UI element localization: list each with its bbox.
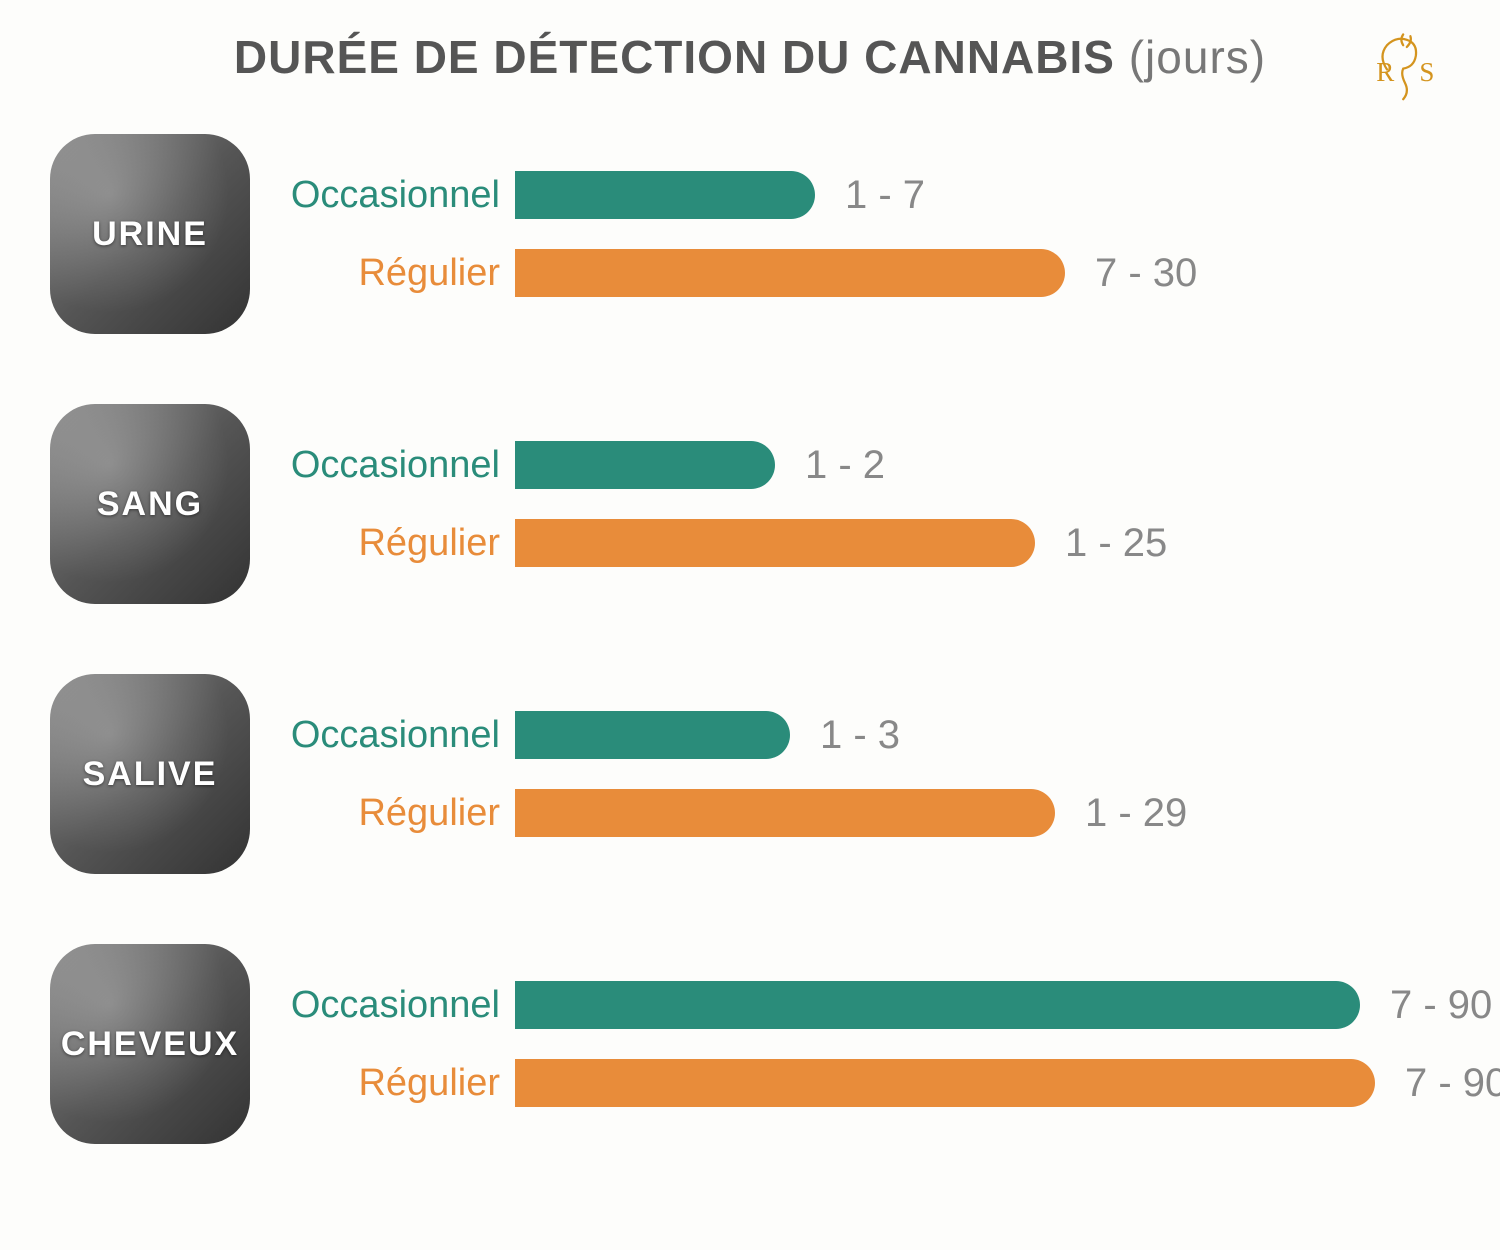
- bar-track: 1 - 2: [515, 441, 1450, 489]
- test-icon-sang: SANG: [50, 404, 250, 604]
- bar-value-regular: 7 - 90: [1405, 1061, 1500, 1106]
- bar-row-regular: Régulier 1 - 29: [275, 789, 1450, 837]
- bars-section: Occasionnel 7 - 90 Régulier 7 - 90: [275, 981, 1500, 1107]
- test-icon-salive: SALIVE: [50, 674, 250, 874]
- bar-value-regular: 1 - 29: [1085, 791, 1187, 836]
- chart-area: URINE Occasionnel 1 - 7 Régulier 7 - 30 …: [50, 134, 1450, 1144]
- bar-label-occasional: Occasionnel: [275, 714, 515, 757]
- bar-track: 1 - 7: [515, 171, 1450, 219]
- title-bold: DURÉE DE DÉTECTION DU CANNABIS: [234, 31, 1115, 83]
- bar-row-occasional: Occasionnel 1 - 2: [275, 441, 1450, 489]
- bar-value-occasional: 1 - 3: [820, 713, 900, 758]
- bar-regular: [515, 1059, 1375, 1107]
- chart-header: DURÉE DE DÉTECTION DU CANNABIS (jours) R…: [50, 30, 1450, 84]
- test-icon-label: CHEVEUX: [61, 1025, 239, 1064]
- bar-label-regular: Régulier: [275, 522, 515, 565]
- bar-row-occasional: Occasionnel 1 - 7: [275, 171, 1450, 219]
- bar-row-regular: Régulier 7 - 90: [275, 1059, 1500, 1107]
- test-icon-label: SALIVE: [83, 755, 218, 794]
- bar-track: 1 - 25: [515, 519, 1450, 567]
- bars-section: Occasionnel 1 - 7 Régulier 7 - 30: [275, 171, 1450, 297]
- test-icon-cheveux: CHEVEUX: [50, 944, 250, 1144]
- test-icon-label: URINE: [92, 215, 208, 254]
- bar-value-occasional: 1 - 2: [805, 443, 885, 488]
- bar-label-occasional: Occasionnel: [275, 174, 515, 217]
- svg-text:R: R: [1376, 57, 1394, 87]
- bar-row-regular: Régulier 1 - 25: [275, 519, 1450, 567]
- bar-value-regular: 7 - 30: [1095, 251, 1197, 296]
- bar-occasional: [515, 981, 1360, 1029]
- bar-occasional: [515, 441, 775, 489]
- brand-logo: R S: [1360, 20, 1450, 110]
- svg-text:S: S: [1419, 57, 1433, 87]
- bar-track: 7 - 90: [515, 981, 1500, 1029]
- bar-row-occasional: Occasionnel 7 - 90: [275, 981, 1500, 1029]
- test-row-salive: SALIVE Occasionnel 1 - 3 Régulier 1 - 29: [50, 674, 1450, 874]
- bar-regular: [515, 519, 1035, 567]
- test-icon-urine: URINE: [50, 134, 250, 334]
- bar-label-regular: Régulier: [275, 252, 515, 295]
- test-row-sang: SANG Occasionnel 1 - 2 Régulier 1 - 25: [50, 404, 1450, 604]
- bar-track: 7 - 30: [515, 249, 1450, 297]
- bar-regular: [515, 789, 1055, 837]
- bar-track: 1 - 29: [515, 789, 1450, 837]
- test-row-cheveux: CHEVEUX Occasionnel 7 - 90 Régulier 7 - …: [50, 944, 1450, 1144]
- bar-value-regular: 1 - 25: [1065, 521, 1167, 566]
- bar-track: 1 - 3: [515, 711, 1450, 759]
- chart-title: DURÉE DE DÉTECTION DU CANNABIS (jours): [234, 30, 1266, 84]
- bar-label-occasional: Occasionnel: [275, 444, 515, 487]
- bar-label-occasional: Occasionnel: [275, 984, 515, 1027]
- bar-regular: [515, 249, 1065, 297]
- bar-row-occasional: Occasionnel 1 - 3: [275, 711, 1450, 759]
- bar-value-occasional: 1 - 7: [845, 173, 925, 218]
- bars-section: Occasionnel 1 - 2 Régulier 1 - 25: [275, 441, 1450, 567]
- bar-row-regular: Régulier 7 - 30: [275, 249, 1450, 297]
- test-row-urine: URINE Occasionnel 1 - 7 Régulier 7 - 30: [50, 134, 1450, 334]
- bar-label-regular: Régulier: [275, 1062, 515, 1105]
- bar-track: 7 - 90: [515, 1059, 1500, 1107]
- bars-section: Occasionnel 1 - 3 Régulier 1 - 29: [275, 711, 1450, 837]
- bar-value-occasional: 7 - 90: [1390, 983, 1492, 1028]
- bar-label-regular: Régulier: [275, 792, 515, 835]
- bar-occasional: [515, 171, 815, 219]
- title-light: (jours): [1129, 31, 1266, 83]
- test-icon-label: SANG: [97, 485, 203, 524]
- bar-occasional: [515, 711, 790, 759]
